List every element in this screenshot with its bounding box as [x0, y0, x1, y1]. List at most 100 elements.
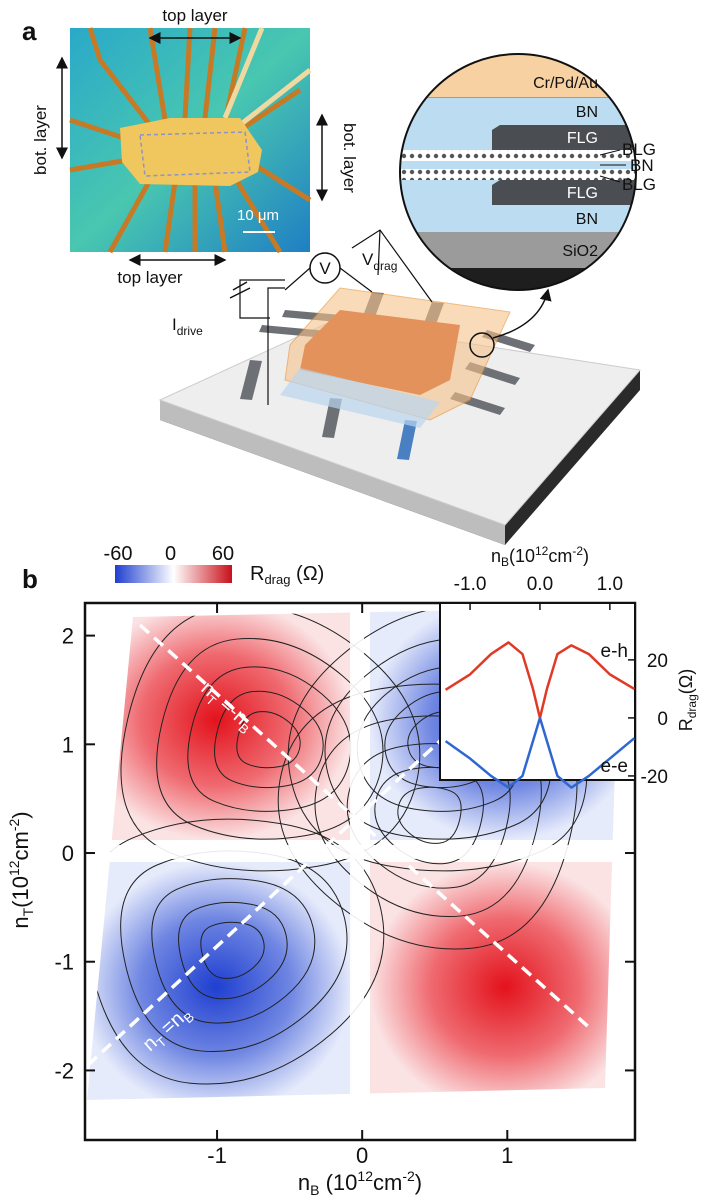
x-tick-label: 1.0 [597, 574, 623, 595]
text: 12 [6, 860, 22, 876]
text: drive [177, 324, 203, 338]
annotation: top layer [162, 6, 228, 25]
shape-path [284, 229, 433, 303]
colorbar [115, 565, 232, 583]
shape-rect [370, 862, 620, 1100]
shape-path [239, 279, 285, 405]
y-tick-label: -1 [54, 950, 74, 975]
layer-label: FLG [567, 185, 598, 202]
contour [151, 878, 316, 1024]
shape-path [238, 87, 302, 133]
shape-path [212, 181, 228, 253]
contour [187, 666, 352, 812]
cross-section [399, 53, 637, 291]
x-tick-label: -1.0 [454, 574, 487, 595]
shape-polygon [492, 125, 636, 150]
i-drive-label: Idrive [172, 315, 203, 338]
text: B [310, 1182, 319, 1198]
shape-path [229, 281, 251, 299]
inset-y-label: Rdrag(Ω) [676, 669, 699, 731]
shape-rect [87, 862, 352, 1100]
shape-g [400, 54, 636, 290]
text: B [501, 555, 509, 569]
text: T [20, 907, 36, 916]
y-tick-label: 2 [62, 624, 74, 649]
text: I [172, 315, 177, 334]
text: n [8, 916, 33, 928]
shape-line [599, 175, 621, 183]
shape-polygon [158, 321, 641, 526]
layer-label: BN [576, 211, 598, 228]
shape-polygon [240, 360, 262, 400]
legend-label: e-e [601, 756, 628, 777]
y-axis-label: nT(1012cm-2) [6, 811, 36, 928]
legend-label: e-h [601, 641, 628, 662]
text: (10 [509, 546, 535, 566]
text: drag [264, 572, 290, 587]
contour [236, 711, 301, 769]
stack-label: BN [630, 156, 654, 175]
layer-label: BN [576, 104, 598, 121]
shape-polygon [300, 310, 460, 395]
shape-path [162, 181, 178, 253]
shape-polygon [139, 131, 251, 177]
shape-rect [400, 98, 636, 125]
layer-label: Si [584, 275, 598, 292]
colorbar-tick-label: 60 [212, 543, 234, 565]
text: V [362, 250, 374, 269]
shape-g [69, 27, 312, 254]
shape-g [599, 149, 626, 183]
text: -2 [402, 1168, 415, 1184]
colorbar-ticks: -60 0 60 [104, 543, 235, 565]
shape-line [138, 623, 594, 1032]
text: cm [8, 831, 33, 860]
shape-rect [400, 205, 636, 232]
x-tick-label: 0.0 [527, 574, 553, 595]
contour [120, 850, 348, 1053]
shape-path [253, 162, 312, 203]
text: drag [373, 259, 397, 273]
shape-path [232, 176, 283, 254]
layer-label: SiO2 [562, 243, 598, 260]
guide-lines [86, 623, 594, 1067]
text: n [491, 546, 501, 566]
shape-rect [400, 161, 636, 169]
inset-frame [439, 602, 636, 781]
y-tick-label: 0 [657, 709, 668, 730]
colorbar-tick-label: -60 [104, 543, 133, 565]
contour [397, 786, 462, 844]
layer-arrows [56, 32, 328, 266]
shape-polygon [280, 368, 440, 428]
shape-polygon [120, 118, 262, 186]
contour [156, 637, 384, 840]
colorbar-tick-label: 0 [165, 543, 176, 565]
shape-path [87, 27, 152, 127]
annotation: bot. layer [340, 123, 359, 193]
inset-x-label: nB(1012cm-2) [491, 544, 589, 569]
x-axis-label: nB (1012cm-2) [298, 1168, 422, 1198]
text: ) [415, 1170, 422, 1195]
y-tick-label: -2 [54, 1058, 74, 1083]
text: n [298, 1170, 310, 1195]
text: (10 [8, 876, 33, 908]
text: -2 [6, 818, 22, 831]
shape-polygon [492, 180, 636, 205]
shape-path [222, 27, 312, 127]
shape-path [69, 157, 129, 173]
text: (Ω) [290, 563, 324, 585]
inset: -1.0 0.0 1.0 -20 0 20 e-h e-e [444, 574, 668, 789]
main-axes: -1 0 1 -2 -1 0 1 2 [54, 603, 635, 1168]
text: R [676, 718, 696, 731]
y-tick-label: 0 [62, 841, 74, 866]
layer-label: FLG [567, 130, 598, 147]
annotation: top layer [117, 268, 183, 287]
series-line [444, 716, 636, 789]
text: (10 [319, 1170, 357, 1195]
contour [214, 690, 324, 789]
stack-label: BLG [622, 140, 656, 159]
stack-label: BLG [622, 175, 656, 194]
shape-path [492, 288, 552, 339]
